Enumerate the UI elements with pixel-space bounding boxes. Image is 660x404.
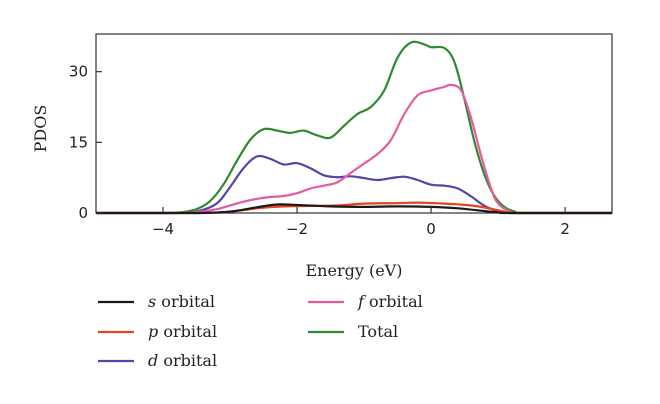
- plot-frame: [95, 33, 613, 214]
- y-tick-label: 15: [69, 133, 88, 151]
- legend-entry-label: p orbital: [148, 322, 217, 341]
- y-tick-label: 0: [78, 204, 88, 222]
- legend-entry-label: d orbital: [148, 351, 217, 370]
- legend-entry-label: Total: [358, 322, 398, 341]
- x-tick-label: −2: [286, 220, 308, 238]
- y-axis-label: PDOS: [31, 105, 50, 153]
- series-layer: [96, 40, 612, 215]
- plot-area: [95, 33, 613, 214]
- series-line-s-orbital: [96, 203, 612, 215]
- legend: s orbital p orbital d orbital f orbital Tota…: [98, 292, 423, 370]
- x-tick-label: 0: [426, 220, 436, 238]
- axes-layer: −4 −2 0 2 0 15 30: [69, 63, 570, 238]
- series-line-f-orbital: [96, 83, 612, 215]
- x-tick-label: 2: [560, 220, 570, 238]
- series-line-total: [96, 40, 612, 215]
- legend-entry-label: s orbital: [148, 292, 215, 311]
- x-tick-label: −4: [152, 220, 174, 238]
- x-axis-label: Energy (eV): [306, 261, 403, 280]
- y-tick-label: 30: [69, 63, 88, 81]
- series-line-d-orbital: [96, 154, 612, 215]
- legend-entry-label: f orbital: [357, 292, 423, 311]
